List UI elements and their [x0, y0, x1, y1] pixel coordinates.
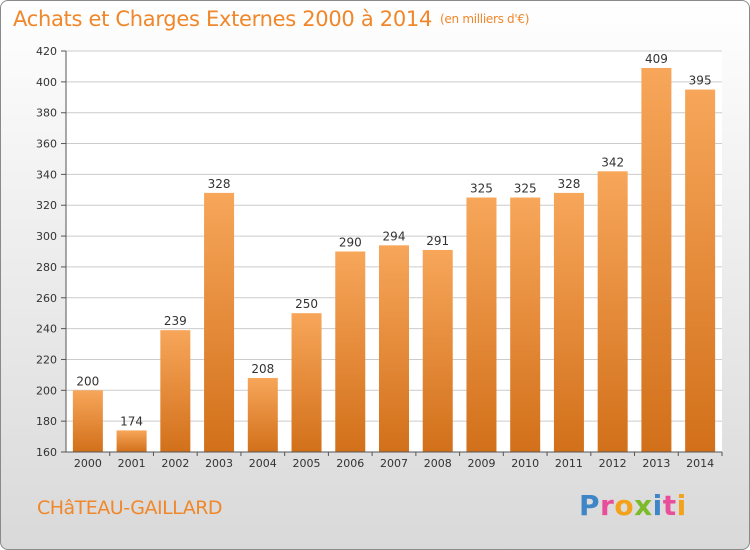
chart-title: Achats et Charges Externes 2000 à 2014 (e… [13, 7, 529, 31]
bar [553, 192, 584, 452]
x-tick-label: 2006 [336, 457, 364, 470]
bar [379, 245, 409, 452]
data-label: 291 [426, 234, 449, 248]
bar [247, 377, 278, 452]
x-tick-label: 2003 [205, 457, 233, 470]
title-text: Achats et Charges Externes 2000 à 2014 [13, 7, 433, 31]
data-label: 328 [208, 177, 231, 191]
data-label: 208 [251, 362, 274, 376]
logo-letter: P [579, 489, 601, 522]
y-tick-label: 220 [36, 353, 57, 366]
bar [641, 67, 672, 452]
logo-letter: i [676, 489, 687, 522]
y-tick-label: 320 [36, 199, 57, 212]
x-tick-label: 2000 [74, 457, 102, 470]
y-tick-label: 260 [36, 292, 57, 305]
logo-letter: x [634, 489, 653, 522]
data-label: 294 [383, 229, 406, 243]
data-label: 328 [557, 177, 580, 191]
data-label: 290 [339, 236, 362, 250]
bar [510, 197, 541, 452]
x-tick-label: 2005 [293, 457, 321, 470]
logo-letter: o [614, 489, 635, 522]
x-tick-label: 2012 [599, 457, 627, 470]
y-tick-label: 300 [36, 230, 57, 243]
data-label: 342 [601, 155, 624, 169]
data-label: 200 [76, 374, 99, 388]
x-tick-label: 2002 [161, 457, 189, 470]
x-tick-label: 2011 [555, 457, 583, 470]
y-tick-label: 400 [36, 76, 57, 89]
data-label: 250 [295, 297, 318, 311]
logo-letter: i [652, 489, 663, 522]
y-tick-label: 360 [36, 138, 57, 151]
bar [72, 390, 103, 452]
y-tick-label: 340 [36, 168, 57, 181]
y-tick-label: 160 [36, 446, 57, 459]
title-unit: (en milliers d'€) [440, 12, 530, 26]
logo-letter: t [662, 489, 677, 522]
axes [65, 51, 722, 453]
y-tick-label: 380 [36, 107, 57, 120]
x-tick-label: 2004 [249, 457, 277, 470]
data-label: 325 [514, 182, 537, 196]
data-label: 239 [164, 314, 187, 328]
proxiti-logo: Proxiti [579, 489, 687, 522]
y-tick-label: 200 [36, 384, 57, 397]
y-tick-label: 240 [36, 323, 57, 336]
bar [685, 89, 716, 453]
data-label: 395 [689, 74, 712, 88]
bar [116, 430, 147, 452]
y-tick-label: 280 [36, 261, 57, 274]
x-tick-label: 2009 [467, 457, 495, 470]
x-tick-label: 2007 [380, 457, 408, 470]
bar [422, 249, 453, 452]
x-tick-label: 2014 [686, 457, 714, 470]
y-tick-labels: 160 180 200 220 240 260 280 300 320 340 360 380 400 4… [36, 45, 57, 459]
data-labels: 200 174 239 328 208 250 290 294 291 325 325 328 342 4… [76, 52, 711, 428]
bar [291, 313, 322, 452]
data-label: 325 [470, 182, 493, 196]
bars [72, 67, 716, 453]
bar [204, 192, 235, 452]
x-tick-label: 2008 [424, 457, 452, 470]
commune-name: CHâTEAU-GAILLARD [37, 497, 223, 519]
bar [466, 197, 497, 452]
x-tick-labels: 2000 2001 2002 2003 2004 2005 2006 2007 2008 2009… [74, 452, 723, 470]
y-tick-label: 180 [36, 415, 57, 428]
bar [597, 171, 628, 453]
bar [160, 330, 191, 452]
data-label: 174 [120, 414, 143, 428]
x-tick-label: 2010 [511, 457, 539, 470]
x-tick-label: 2013 [642, 457, 670, 470]
logo-letter: r [600, 489, 615, 522]
data-label: 409 [645, 52, 668, 66]
y-tick-label: 420 [36, 45, 57, 58]
bar [335, 251, 366, 452]
x-tick-label: 2001 [118, 457, 146, 470]
